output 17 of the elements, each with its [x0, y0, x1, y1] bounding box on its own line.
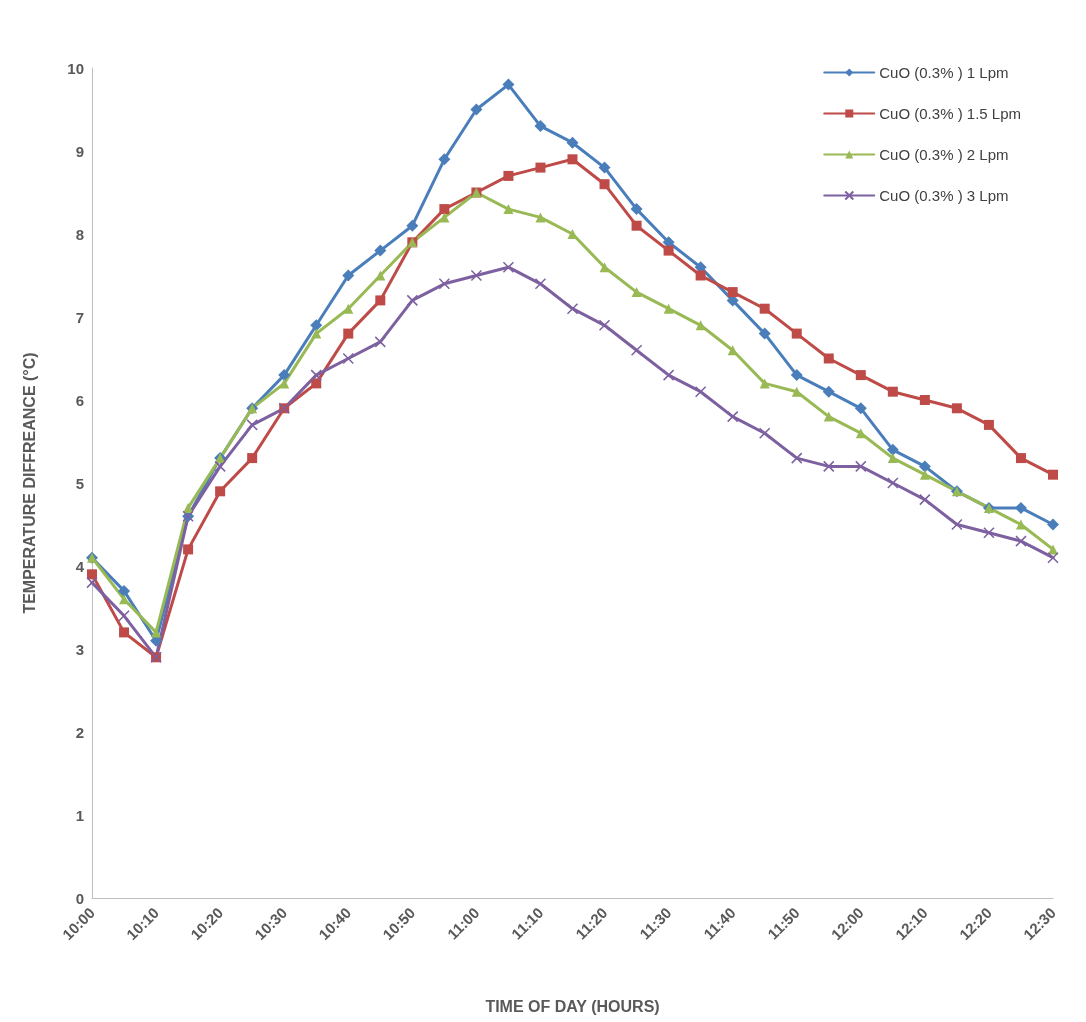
- y-tick-label: 7: [75, 308, 84, 326]
- y-tick-label: 5: [75, 474, 84, 492]
- x-axis-title: TIME OF DAY (HOURS): [485, 997, 660, 1015]
- y-tick-label: 6: [75, 391, 84, 409]
- legend-label: CuO (0.3% ) 2 Lpm: [879, 146, 1009, 163]
- y-tick-label: 3: [75, 640, 84, 658]
- legend-label: CuO (0.3% ) 1.5 Lpm: [879, 105, 1022, 122]
- y-tick-label: 2: [75, 723, 84, 741]
- y-tick-label: 8: [75, 225, 84, 243]
- y-tick-label: 1: [75, 806, 84, 824]
- legend-label: CuO (0.3% ) 3 Lpm: [879, 187, 1009, 204]
- y-tick-label: 0: [75, 889, 84, 907]
- y-tick-label: 9: [75, 142, 84, 160]
- legend-label: CuO (0.3% ) 1 Lpm: [879, 64, 1009, 81]
- y-axis-title: TEMPERATURE DIFFREANCE (°C): [20, 352, 38, 614]
- y-tick-label: 4: [75, 557, 85, 575]
- y-tick-label: 10: [67, 59, 84, 77]
